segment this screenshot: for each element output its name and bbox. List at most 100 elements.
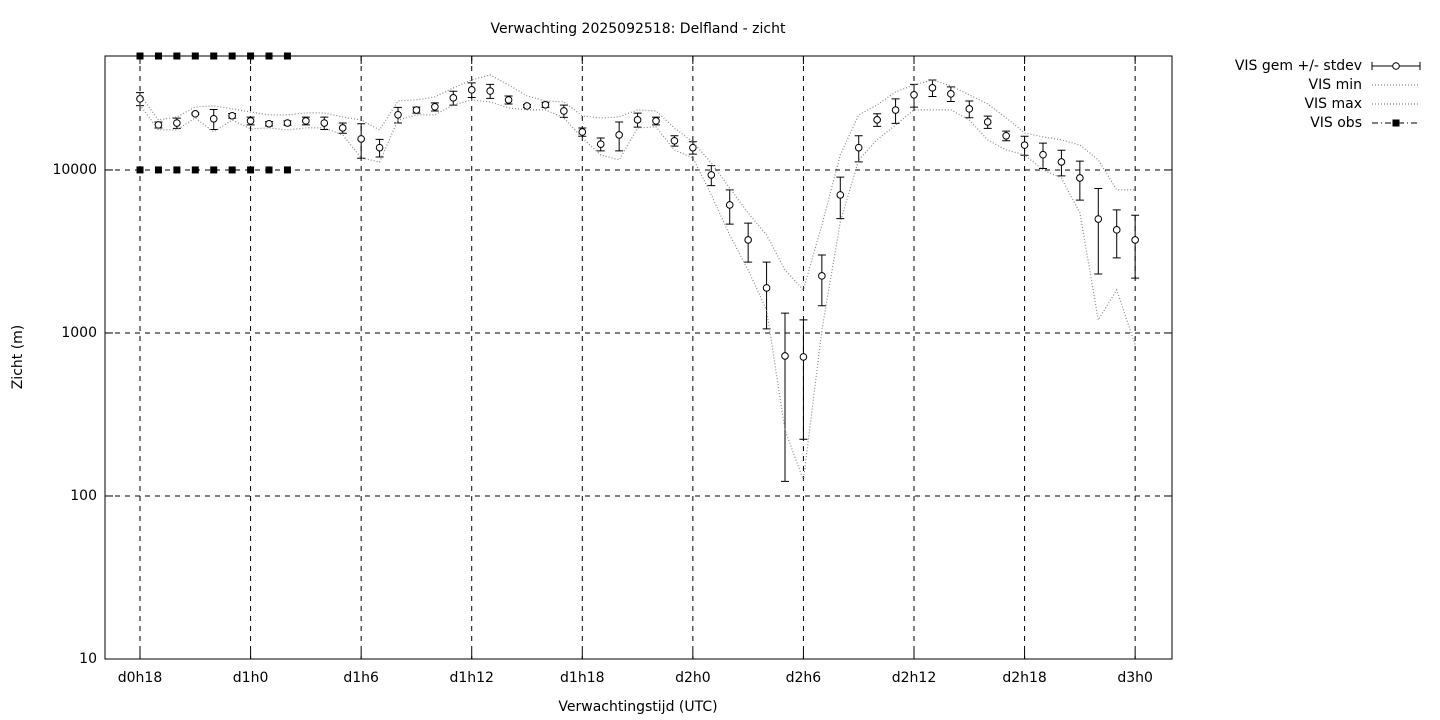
point [670, 136, 679, 145]
point [983, 118, 992, 126]
point [560, 107, 568, 115]
x-tick-label: d2h6 [786, 670, 822, 686]
x-tick-label: d2h12 [892, 670, 936, 686]
point [412, 106, 421, 114]
point [375, 143, 384, 152]
point [578, 128, 587, 136]
y-tick-label: 10 [79, 651, 97, 667]
error-bar [799, 319, 808, 440]
y-axis-label: Zicht (m) [10, 325, 26, 390]
point [781, 352, 789, 360]
legend-swatch [1392, 62, 1400, 70]
point [1002, 131, 1010, 140]
error-bar [817, 254, 826, 307]
point [1057, 158, 1066, 166]
legend-label: VIS gem +/- stdev [1235, 58, 1362, 74]
point [136, 52, 144, 60]
legend-label: VIS obs [1310, 115, 1362, 131]
y-tick-label: 1000 [61, 325, 97, 341]
point [1094, 215, 1103, 223]
error-bar [1112, 209, 1121, 259]
plot-frame [104, 55, 1173, 660]
point [209, 114, 218, 123]
x-tick-label: d1h6 [343, 670, 379, 686]
point [725, 201, 734, 209]
error-bar [781, 312, 790, 482]
point [228, 111, 236, 120]
x-tick-label: d1h18 [560, 670, 604, 686]
point [265, 166, 273, 174]
point [449, 94, 458, 102]
point [1039, 150, 1047, 159]
x-tick-label: d1h0 [233, 670, 269, 686]
point [854, 143, 863, 152]
x-tick-label: d0h18 [118, 670, 162, 686]
error-bar [1094, 187, 1103, 275]
point [394, 110, 402, 119]
point [523, 102, 531, 110]
point [965, 105, 974, 113]
point [431, 102, 439, 111]
point [873, 116, 881, 124]
point [707, 171, 716, 179]
point [247, 52, 255, 60]
point [173, 166, 181, 174]
point [173, 52, 181, 60]
point [1131, 236, 1139, 244]
line-1 [139, 99, 1136, 481]
x-axis-label: Verwachtingstijd (UTC) [558, 699, 717, 715]
point [154, 166, 162, 174]
x-tick-label: d3h0 [1117, 670, 1153, 686]
x-tick-label: d2h0 [675, 670, 711, 686]
error-bar [1131, 214, 1140, 279]
point [283, 166, 291, 174]
point [486, 87, 494, 95]
point [1076, 174, 1084, 182]
point [596, 140, 605, 148]
y-tick-label: 10000 [52, 162, 97, 178]
point [320, 119, 329, 127]
point [265, 119, 273, 128]
point [302, 117, 310, 125]
point [210, 166, 218, 174]
point [652, 117, 660, 125]
point [283, 52, 291, 60]
point [762, 284, 771, 292]
point [799, 353, 808, 361]
point [467, 86, 476, 94]
point [173, 119, 181, 127]
point [191, 110, 200, 118]
legend-label: VIS min [1309, 77, 1362, 93]
point [247, 166, 255, 174]
point [818, 272, 826, 280]
point [836, 191, 845, 199]
point [928, 84, 937, 92]
point [136, 166, 144, 174]
point [891, 106, 900, 114]
x-tick-label: d2h18 [1002, 670, 1046, 686]
point [228, 166, 236, 174]
point [541, 100, 550, 109]
point [357, 135, 365, 143]
error-bar [762, 261, 771, 330]
point [1112, 226, 1121, 234]
point [615, 131, 623, 139]
point [283, 119, 292, 127]
point [154, 52, 162, 60]
chart-title: Verwachting 2025092518: Delfland - zicht [491, 21, 786, 37]
point [210, 52, 218, 60]
x-tick-label: d1h12 [449, 670, 493, 686]
point [154, 121, 163, 129]
point [338, 124, 347, 132]
legend-label: VIS max [1304, 96, 1362, 112]
point [504, 96, 513, 104]
point [191, 166, 199, 174]
point [228, 52, 236, 60]
point [265, 52, 273, 60]
point [246, 117, 255, 125]
point [910, 91, 918, 99]
point [689, 143, 697, 152]
point [1020, 141, 1029, 149]
